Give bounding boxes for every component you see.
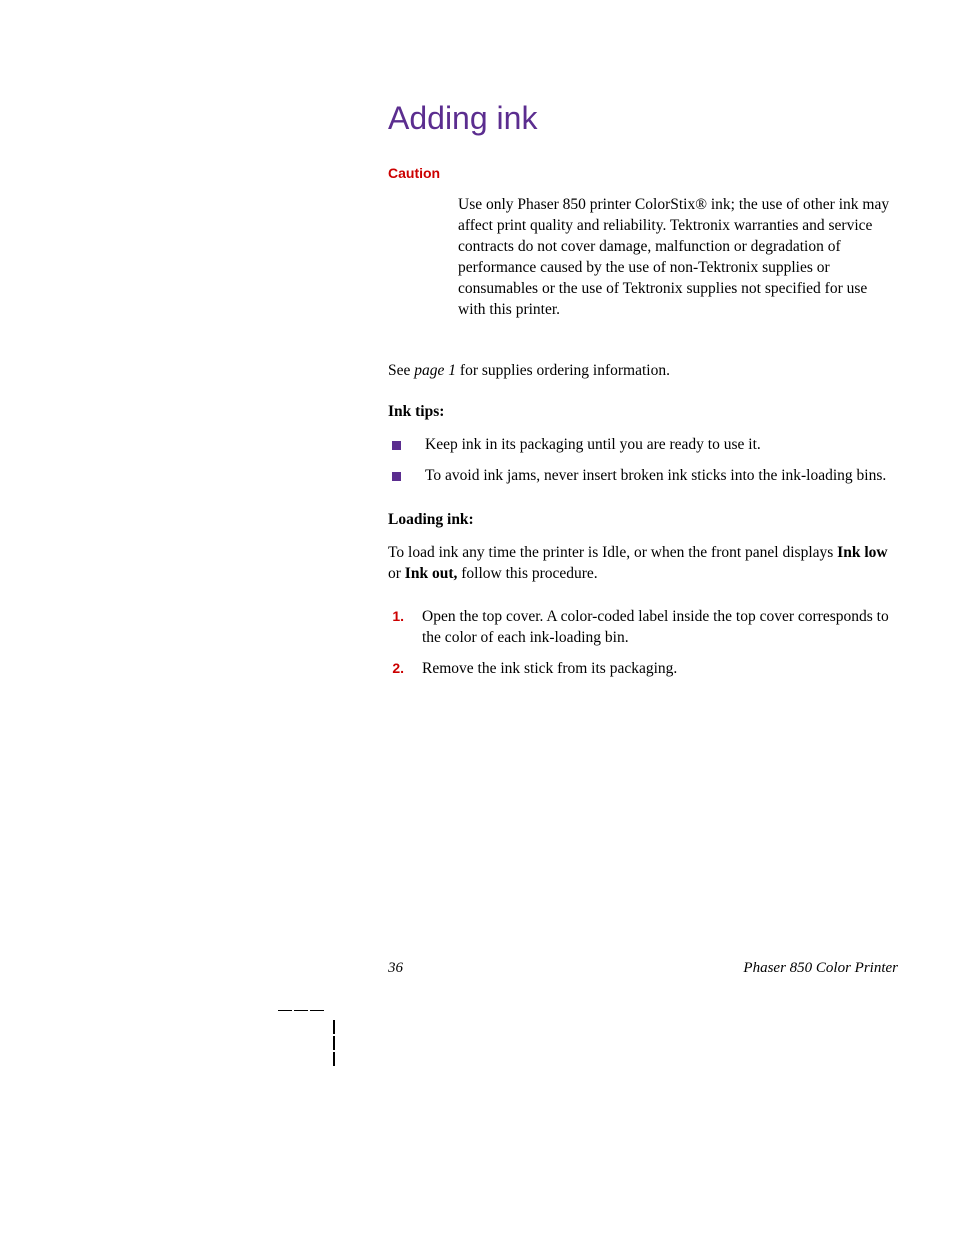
square-bullet-icon [392, 472, 401, 481]
ink-tips-heading: Ink tips: [388, 403, 898, 421]
loading-intro: To load ink any time the printer is Idle… [388, 543, 898, 585]
intro-prefix: To load ink any time the printer is Idle… [388, 544, 837, 561]
page-title: Adding ink [388, 100, 898, 137]
intro-mid: or [388, 565, 405, 582]
document-title: Phaser 850 Color Printer [743, 960, 898, 977]
step-text: Remove the ink stick from its packaging. [422, 659, 677, 680]
bullet-text: Keep ink in its packaging until you are … [425, 435, 761, 456]
crop-mark-icon [278, 1000, 348, 1070]
list-item: 1. Open the top cover. A color-coded lab… [388, 607, 898, 649]
step-text: Open the top cover. A color-coded label … [422, 607, 898, 649]
list-item: To avoid ink jams, never insert broken i… [388, 466, 898, 487]
see-reference: See page 1 for supplies ordering informa… [388, 361, 898, 382]
step-number: 1. [390, 608, 404, 624]
see-suffix: for supplies ordering information. [456, 362, 670, 379]
intro-bold-ink-out: Ink out, [405, 565, 458, 582]
ink-tips-list: Keep ink in its packaging until you are … [388, 435, 898, 487]
square-bullet-icon [392, 441, 401, 450]
list-item: Keep ink in its packaging until you are … [388, 435, 898, 456]
loading-ink-heading: Loading ink: [388, 511, 898, 529]
see-page-ref: page 1 [414, 362, 456, 379]
steps-list: 1. Open the top cover. A color-coded lab… [388, 607, 898, 680]
list-item: 2. Remove the ink stick from its packagi… [388, 659, 898, 680]
step-number: 2. [390, 660, 404, 676]
see-prefix: See [388, 362, 414, 379]
caution-body: Use only Phaser 850 printer ColorStix® i… [458, 195, 898, 321]
intro-suffix: follow this procedure. [457, 565, 597, 582]
intro-bold-ink-low: Ink low [837, 544, 887, 561]
page-number: 36 [388, 960, 403, 977]
bullet-text: To avoid ink jams, never insert broken i… [425, 466, 886, 487]
caution-label: Caution [388, 165, 898, 181]
page-footer: 36 Phaser 850 Color Printer [388, 960, 898, 977]
